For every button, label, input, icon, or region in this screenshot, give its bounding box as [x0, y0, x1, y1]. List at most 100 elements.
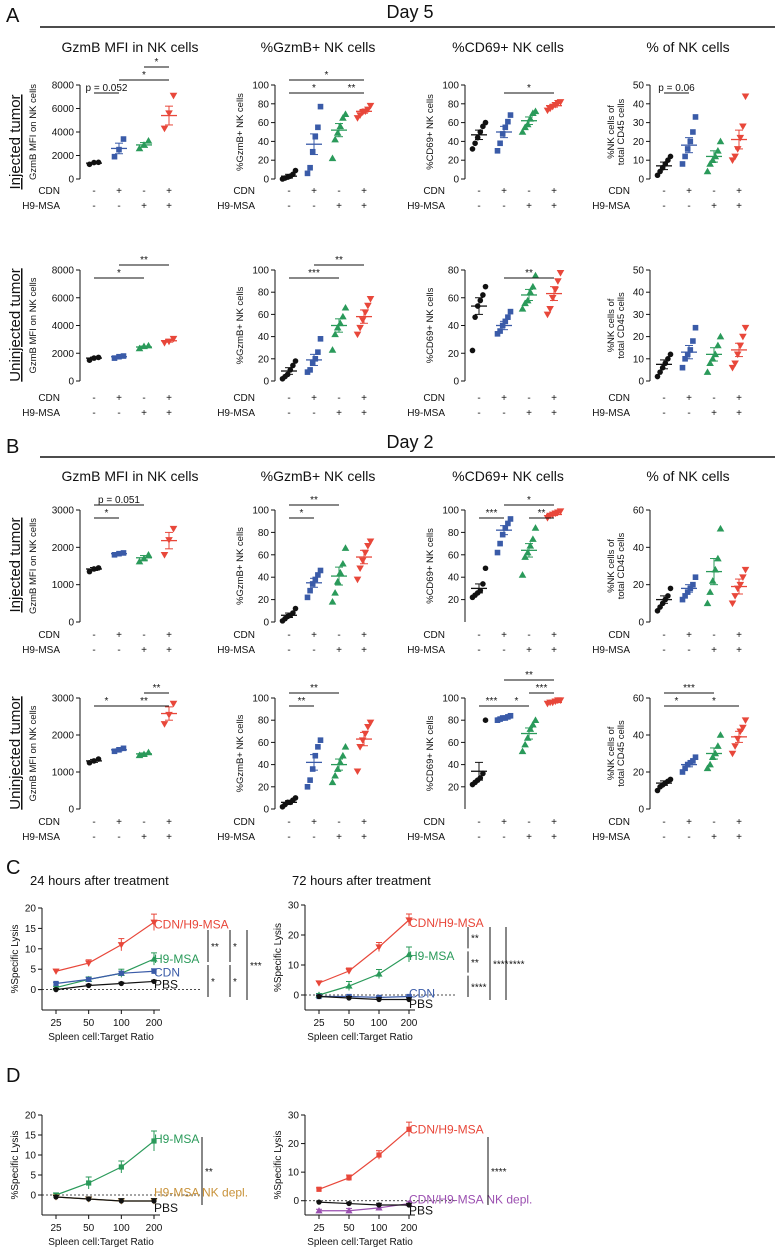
data-point: [375, 970, 383, 977]
series-label: CDN/H9-MSA NK depl.: [409, 1192, 532, 1206]
data-point: [376, 1152, 382, 1158]
data-point: [353, 768, 362, 776]
treatment-sign: +: [311, 186, 317, 197]
sig-label: *: [515, 696, 519, 707]
y-tick-label: 6000: [52, 293, 75, 304]
data-point: [708, 156, 717, 163]
treatment-sign: +: [361, 832, 367, 843]
y-tick-label: 40: [258, 332, 270, 343]
y-tick-label: 20: [633, 768, 645, 779]
y-axis-label: total CD45 cells: [616, 98, 627, 165]
data-point: [341, 110, 350, 117]
data-point: [120, 745, 127, 752]
y-tick-label: 60: [448, 550, 460, 561]
data-point: [315, 572, 321, 578]
treatment-sign: -: [287, 645, 290, 656]
data-point: [728, 157, 737, 164]
data-point: [728, 364, 737, 372]
data-point: [706, 359, 714, 367]
data-point: [358, 557, 367, 565]
x-tick-label: 25: [313, 1223, 325, 1234]
row-label-b-uninjected: Uninjected tumor: [7, 696, 24, 809]
section-title-b: Day 2: [386, 432, 433, 452]
data-point: [502, 525, 509, 531]
treatment-sign: +: [686, 630, 692, 641]
data-point: [315, 1207, 323, 1214]
scatter-panel-A3: 0 20 40 60 80 100 %CD69+ NK cells - - + - - + + + CDN H9…: [407, 81, 565, 212]
treatment-sign: -: [117, 832, 120, 843]
data-point: [361, 549, 370, 557]
data-point: [684, 146, 691, 152]
treatment-sign: -: [142, 630, 145, 641]
treatment-sign: -: [527, 393, 530, 404]
treatment-label-cdn: CDN: [38, 817, 60, 828]
series-label: CDN: [154, 965, 180, 979]
y-axis-label: GzmB MFI on NK cells: [28, 277, 39, 373]
y-tick-label: 1000: [52, 580, 75, 591]
scatter-panel-B5: 0 1000 2000 3000 GzmB MFI on NK cells - - + - - + +…: [22, 683, 178, 843]
treatment-sign: -: [477, 832, 480, 843]
series-line: [55, 958, 155, 989]
data-point: [304, 170, 311, 177]
data-point: [317, 567, 324, 574]
series-line: [318, 1201, 409, 1206]
data-point: [703, 599, 712, 607]
data-point: [523, 120, 532, 128]
data-point: [53, 987, 59, 993]
treatment-sign: +: [711, 832, 717, 843]
data-point: [526, 542, 535, 549]
x-tick-label: 200: [146, 1223, 163, 1234]
y-tick-label: 0: [453, 377, 459, 388]
y-tick-label: 20: [633, 580, 645, 591]
treatment-sign: +: [526, 408, 532, 419]
series-label: CDN/H9-MSA: [409, 916, 484, 930]
y-tick-label: 10: [25, 1151, 37, 1162]
treatment-sign: +: [526, 832, 532, 843]
data-point: [405, 917, 413, 924]
treatment-sign: +: [336, 645, 342, 656]
treatment-sign: -: [287, 832, 290, 843]
treatment-sign: +: [736, 817, 742, 828]
row-label-a-injected: Injected tumor: [7, 94, 24, 189]
y-tick-label: 100: [442, 506, 459, 517]
sig-label: **: [310, 683, 318, 694]
data-point: [333, 323, 342, 331]
data-point: [728, 600, 737, 608]
y-axis-label: %CD69+ NK cells: [425, 94, 436, 170]
y-tick-label: 40: [258, 573, 270, 584]
data-point: [531, 271, 540, 279]
treatment-sign: +: [166, 630, 172, 641]
y-tick-label: 15: [25, 924, 37, 935]
data-point: [521, 740, 529, 748]
data-point: [682, 153, 688, 160]
data-point: [469, 347, 476, 354]
sig-label: *: [527, 495, 531, 506]
data-point: [353, 331, 362, 339]
treatment-sign: -: [92, 817, 95, 828]
data-point: [472, 314, 478, 320]
data-point: [151, 1138, 157, 1144]
y-tick-label: 0: [263, 175, 269, 186]
treatment-sign: +: [166, 186, 172, 197]
data-point: [692, 574, 699, 580]
y-tick-label: 20: [633, 332, 645, 343]
panel-letter-b: B: [6, 436, 19, 458]
data-point: [667, 585, 674, 592]
data-point: [118, 1198, 124, 1204]
treatment-sign: +: [501, 630, 507, 641]
data-point: [518, 747, 527, 755]
y-axis-label: %NK cells of: [606, 539, 617, 593]
data-point: [316, 1199, 322, 1205]
panel-letter-d: D: [6, 1065, 20, 1087]
x-axis-label: Spleen cell:Target Ratio: [307, 1237, 413, 1248]
data-point: [667, 351, 674, 358]
sig-label: *: [142, 70, 146, 81]
treatment-label-cdn: CDN: [233, 186, 255, 197]
y-tick-label: 20: [448, 349, 460, 360]
treatment-sign: -: [92, 201, 95, 212]
data-point: [361, 309, 370, 316]
y-tick-label: 2000: [52, 731, 75, 742]
data-point: [315, 124, 321, 131]
treatment-sign: -: [142, 186, 145, 197]
y-tick-label: 30: [288, 1111, 300, 1122]
